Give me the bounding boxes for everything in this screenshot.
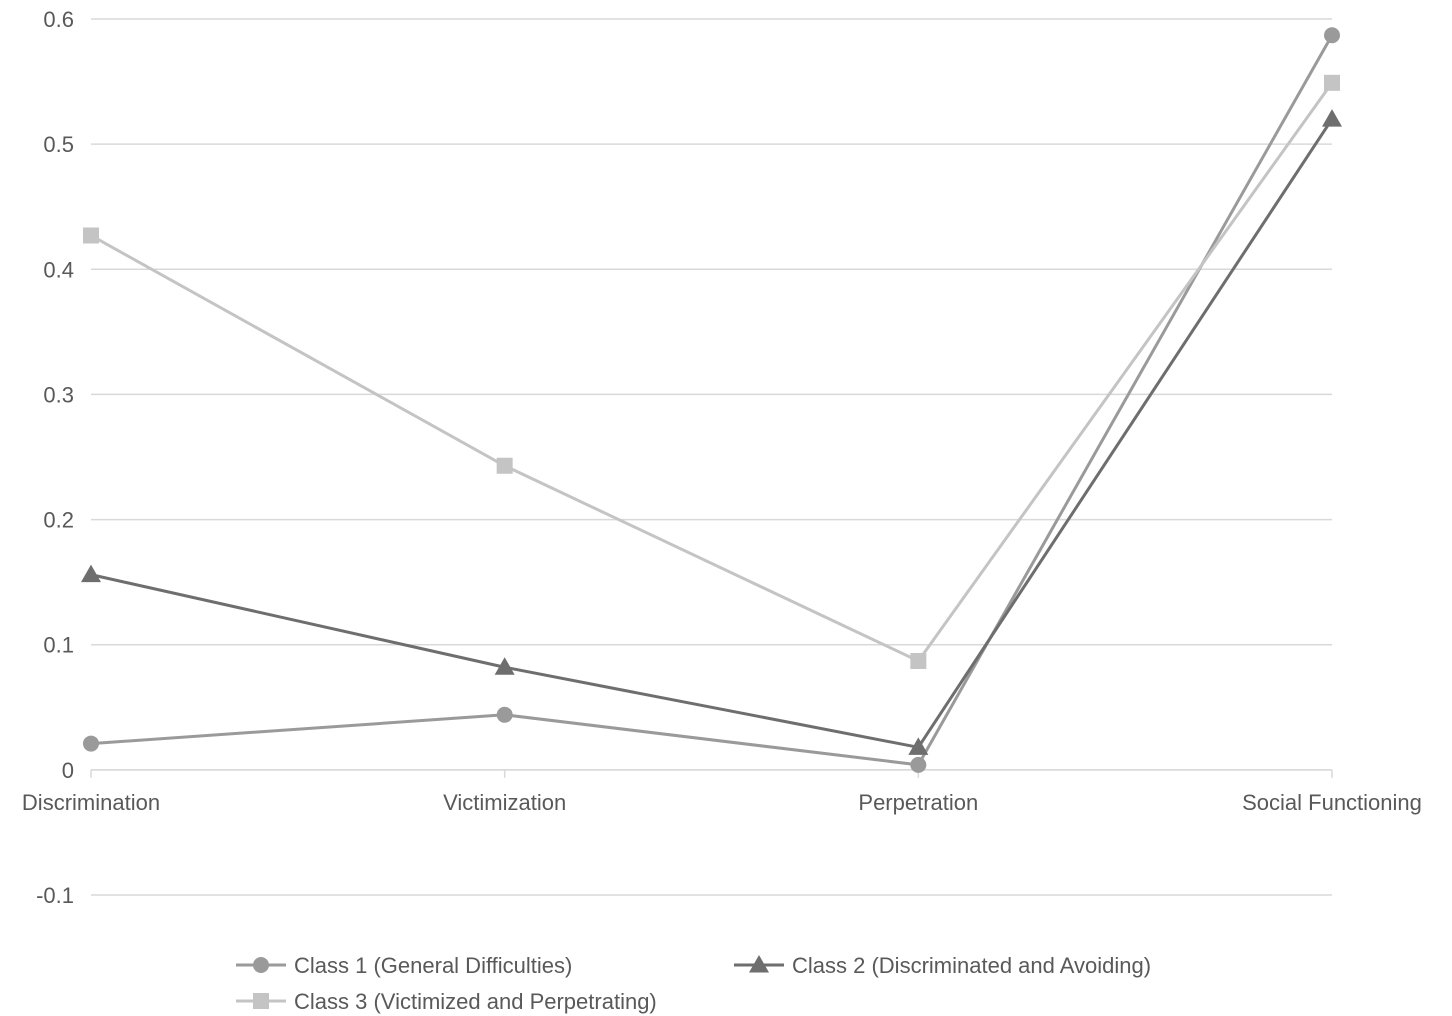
data-point-class-3 xyxy=(1324,74,1340,91)
data-point-class-2 xyxy=(81,564,101,583)
data-point-class-1 xyxy=(83,735,99,752)
legend-marker-class-1 xyxy=(253,957,269,973)
x-category-label: Victimization xyxy=(443,790,566,815)
y-tick-label: 0.2 xyxy=(43,508,74,533)
x-category-label: Perpetration xyxy=(858,790,978,815)
x-axis xyxy=(90,769,1333,778)
legend-label-class-1: Class 1 (General Difficulties) xyxy=(294,953,572,978)
legend-label-class-3: Class 3 (Victimized and Perpetrating) xyxy=(294,989,657,1014)
data-point-class-3 xyxy=(83,227,99,244)
y-tick-label: -0.1 xyxy=(36,883,74,908)
x-category-label: Social Functioning xyxy=(1242,790,1422,815)
gridlines xyxy=(91,18,1332,896)
y-tick-label: 0.1 xyxy=(43,633,74,658)
y-tick-label: 0.3 xyxy=(43,382,74,407)
data-point-class-1 xyxy=(910,756,927,773)
y-tick-label: 0.6 xyxy=(43,7,74,32)
data-point-class-2 xyxy=(1322,109,1342,127)
data-point-class-2 xyxy=(494,657,515,675)
series-line-class-2 xyxy=(90,118,1334,749)
data-point-class-3 xyxy=(496,457,513,474)
data-point-class-1 xyxy=(496,706,513,723)
x-axis-category-labels: Discrimination Victimization Perpetration S… xyxy=(22,790,1422,815)
y-tick-label: 0.5 xyxy=(43,132,74,157)
series-line-class-1 xyxy=(90,34,1334,767)
x-category-label: Discrimination xyxy=(22,790,160,815)
legend-label-class-2: Class 2 (Discriminated and Avoiding) xyxy=(792,953,1151,978)
series-line-class-3 xyxy=(90,81,1334,663)
y-tick-label: 0.4 xyxy=(43,257,74,282)
data-point-class-2 xyxy=(908,737,929,755)
y-tick-label: 0 xyxy=(62,758,74,783)
data-point-class-1 xyxy=(1324,27,1340,44)
data-point-class-3 xyxy=(910,652,927,669)
legend: Class 1 (General Difficulties) Class 2 (D… xyxy=(236,953,1151,1014)
y-axis-tick-labels: -0.1 0 0.1 0.2 0.3 0.4 0.5 0.6 xyxy=(36,7,74,908)
legend-marker-class-2 xyxy=(749,955,769,973)
series-lines xyxy=(90,34,1334,767)
series-markers xyxy=(81,27,1342,773)
legend-marker-class-3 xyxy=(253,993,269,1009)
